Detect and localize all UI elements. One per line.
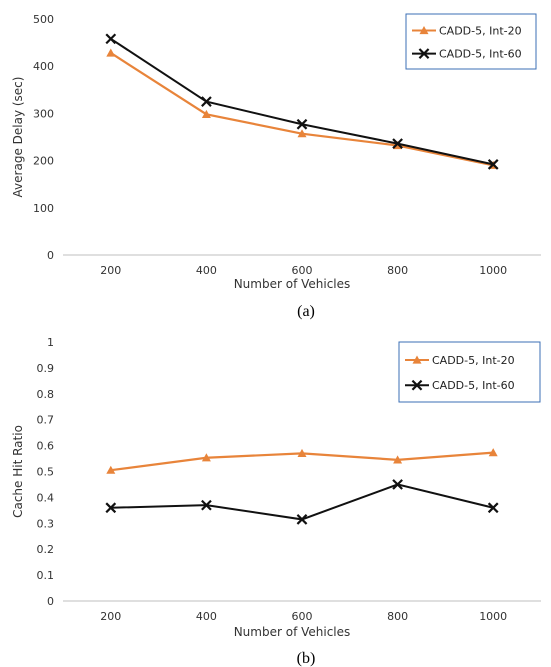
x-tick-label: 800	[387, 264, 408, 277]
data-point	[105, 502, 117, 514]
y-tick-label: 0.1	[37, 569, 55, 582]
x-tick-label: 200	[100, 264, 121, 277]
y-tick-label: 200	[33, 155, 54, 168]
data-point	[201, 453, 211, 462]
data-point	[393, 455, 403, 464]
data-point	[297, 448, 307, 457]
data-point	[487, 502, 499, 514]
x-tick-label: 1000	[479, 610, 507, 623]
figure-caption: (a)	[297, 303, 315, 320]
x-tick-label: 200	[100, 610, 121, 623]
y-tick-label: 0.9	[37, 362, 55, 375]
legend-marker	[419, 26, 429, 35]
legend-box	[398, 341, 541, 403]
series-1	[106, 448, 498, 474]
y-tick-label: 400	[33, 60, 54, 73]
legend-marker	[411, 379, 423, 391]
x-tick-label: 400	[196, 264, 217, 277]
y-axis-title: Cache Hit Ratio	[11, 425, 25, 518]
data-point	[105, 33, 117, 45]
x-tick-label: 1000	[479, 264, 507, 277]
data-point	[297, 129, 307, 138]
legend-label: CADD-5, Int-60	[432, 379, 515, 392]
chart-a: 0 100 200 300 400 500 200 400 600 800 1000 Number o…	[11, 13, 541, 320]
data-point	[488, 448, 498, 457]
legend-label: CADD-5, Int-20	[432, 354, 515, 367]
legend: CADD-5, Int-20 CADD-5, Int-60	[405, 13, 537, 70]
y-tick-label: 0.3	[37, 517, 55, 530]
x-tick-label: 400	[196, 610, 217, 623]
legend-marker	[412, 355, 422, 364]
y-tick-label: 0.4	[37, 491, 55, 504]
x-axis-title: Number of Vehicles	[234, 277, 351, 291]
legend-label: CADD-5, Int-20	[439, 25, 522, 38]
series-2	[105, 33, 499, 170]
y-tick-label: 0.5	[37, 466, 55, 479]
y-tick-label: 300	[33, 107, 54, 120]
y-tick-label: 100	[33, 202, 54, 215]
x-axis-title: Number of Vehicles	[234, 625, 351, 639]
data-point	[296, 118, 308, 130]
data-point	[106, 48, 116, 57]
legend-label: CADD-5, Int-60	[439, 48, 522, 61]
series-line	[110, 52, 494, 167]
y-tick-label: 0	[47, 249, 54, 262]
y-tick-label: 1	[47, 336, 54, 349]
series-line	[110, 483, 494, 521]
y-tick-label: 0.8	[37, 388, 55, 401]
y-tick-label: 500	[33, 13, 54, 26]
data-point	[106, 465, 116, 474]
x-tick-label: 800	[387, 610, 408, 623]
series-2	[105, 479, 499, 525]
data-point	[392, 479, 403, 490]
chart-b: 0 0.1 0.2 0.3 0.4 0.5 0.6 0.7 0.8 0.9 1 200 400 600 80…	[11, 336, 541, 667]
x-tick-label: 600	[292, 610, 313, 623]
x-tick-label: 600	[292, 264, 313, 277]
data-point	[487, 159, 499, 170]
y-tick-label: 0.6	[37, 440, 55, 453]
legend-box	[405, 13, 537, 70]
y-tick-label: 0.2	[37, 543, 55, 556]
figure-caption: (b)	[297, 650, 316, 667]
data-point	[296, 514, 308, 525]
data-point	[201, 96, 212, 107]
legend: CADD-5, Int-20 CADD-5, Int-60	[398, 341, 541, 403]
data-point	[201, 109, 211, 118]
data-point	[392, 138, 403, 149]
legend-marker	[418, 48, 430, 59]
y-tick-label: 0	[47, 595, 54, 608]
data-point	[201, 499, 212, 511]
y-tick-label: 0.7	[37, 414, 55, 427]
y-axis-title: Average Delay (sec)	[11, 77, 25, 198]
